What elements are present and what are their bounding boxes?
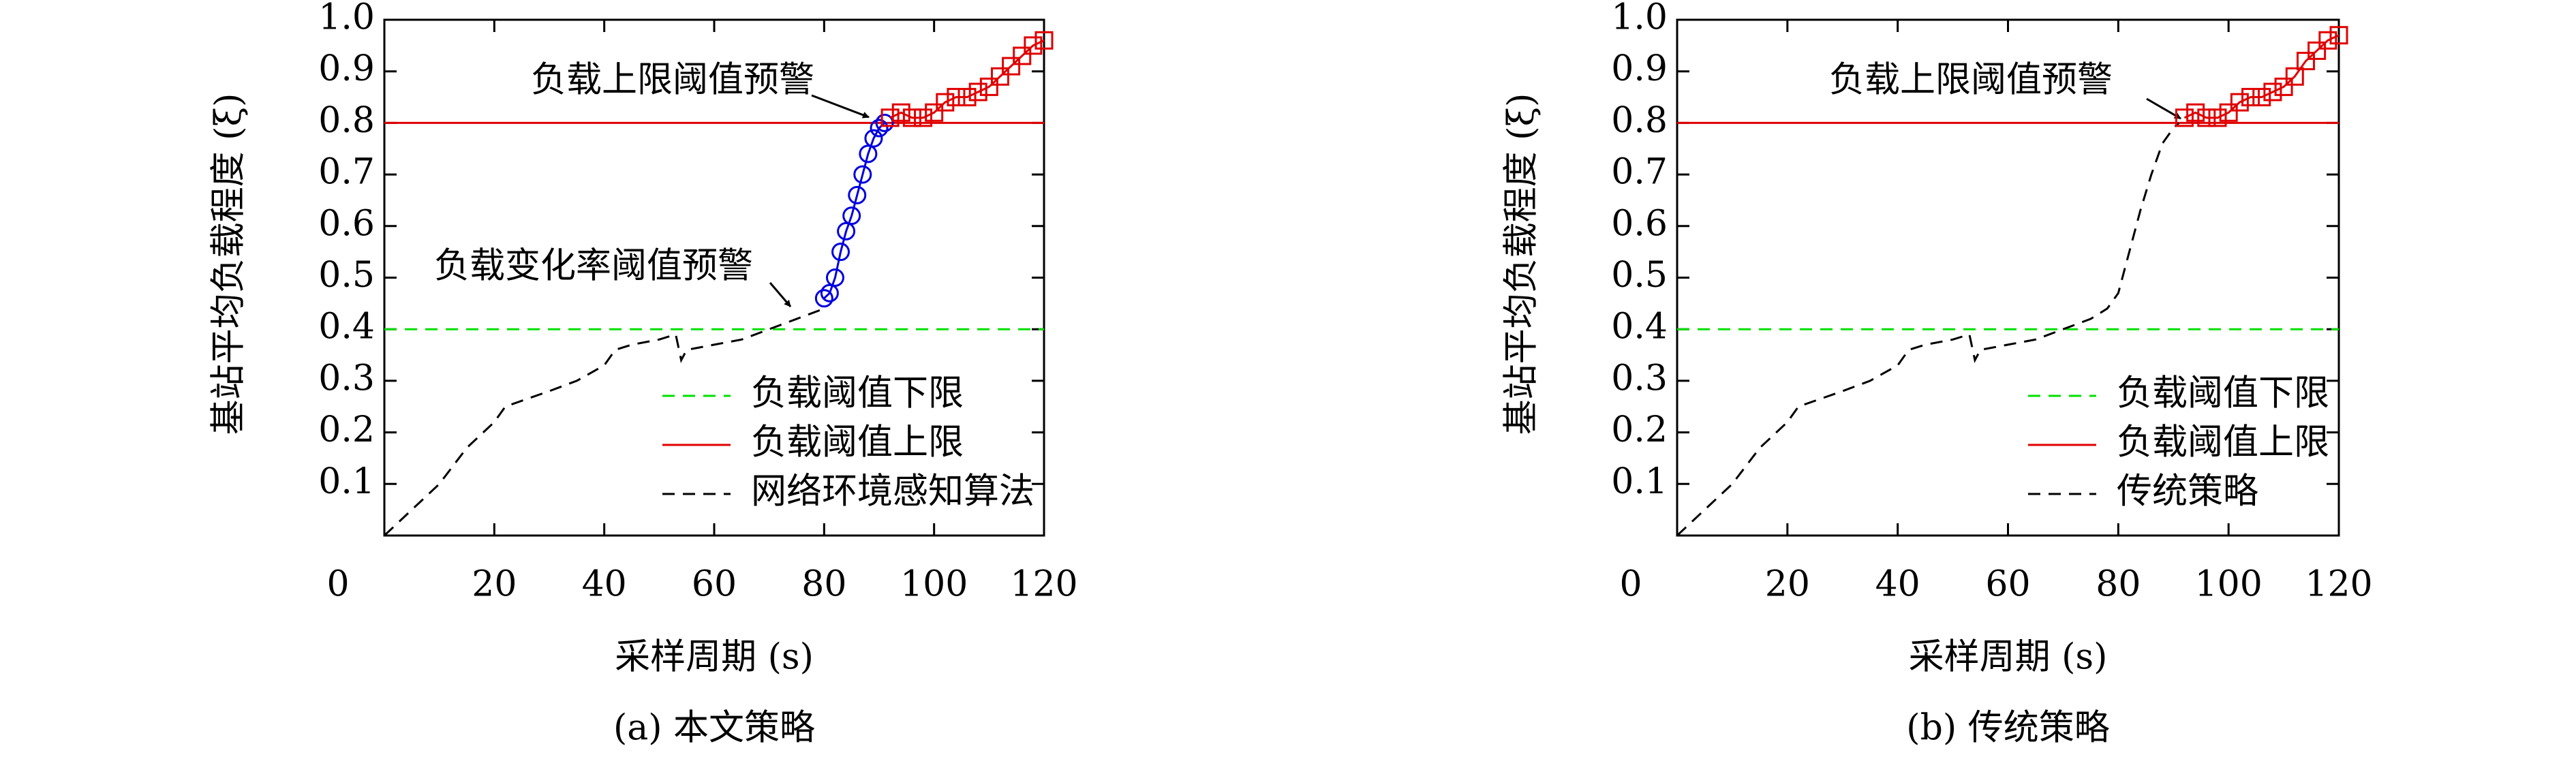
legend-label: 负载阈值上限 bbox=[2117, 422, 2329, 463]
data-point bbox=[2219, 103, 2238, 122]
data-point bbox=[2230, 93, 2249, 112]
data-point bbox=[870, 119, 889, 138]
data-point bbox=[2296, 52, 2315, 71]
annotation: 负载上限阈值预警 bbox=[1829, 60, 2113, 101]
data-point bbox=[825, 268, 844, 287]
data-point bbox=[979, 77, 998, 96]
y-tick-label: 1.0 bbox=[318, 0, 375, 38]
y-tick-label: 0.4 bbox=[1611, 307, 1668, 347]
x-tick-label: 100 bbox=[2195, 564, 2263, 605]
legend-label: 网络环境感知算法 bbox=[751, 471, 1034, 512]
y-tick-label: 0.4 bbox=[318, 307, 375, 347]
data-point bbox=[853, 165, 872, 184]
data-point bbox=[864, 129, 883, 148]
data-point bbox=[947, 88, 966, 107]
y-tick-label: 0.3 bbox=[318, 358, 375, 399]
y-tick-label: 0.5 bbox=[1611, 255, 1668, 296]
data-point bbox=[968, 82, 987, 102]
data-point bbox=[814, 289, 833, 308]
data-point bbox=[1002, 57, 1021, 76]
data-point bbox=[2274, 77, 2293, 96]
y-axis-label: 基站平均负载程度 (ξ) bbox=[1501, 93, 1542, 435]
x-tick-label: 0 bbox=[1619, 564, 1642, 605]
y-tick-label: 0.7 bbox=[1611, 152, 1668, 193]
x-tick-label: 60 bbox=[1985, 564, 2030, 605]
y-axis-label: 基站平均负载程度 (ξ) bbox=[209, 93, 249, 435]
annotation: 负载上限阈值预警 bbox=[531, 60, 814, 101]
y-tick-label: 0.9 bbox=[318, 48, 375, 89]
data-point bbox=[914, 108, 933, 127]
x-tick-label: 40 bbox=[1875, 564, 1920, 605]
series-line bbox=[383, 307, 825, 537]
data-point bbox=[875, 113, 894, 132]
annotation-arrow bbox=[811, 94, 870, 119]
data-point bbox=[1024, 36, 1043, 55]
x-tick-label: 100 bbox=[900, 564, 968, 605]
y-tick-label: 0.1 bbox=[1611, 461, 1668, 502]
data-point bbox=[2307, 41, 2327, 60]
data-point bbox=[2208, 108, 2227, 127]
annotation-arrow bbox=[2146, 97, 2181, 120]
y-tick-label: 0.8 bbox=[1611, 100, 1668, 141]
y-tick-label: 0.1 bbox=[318, 461, 375, 502]
legend-label: 负载阈值上限 bbox=[751, 422, 964, 463]
y-tick-label: 0.9 bbox=[1611, 48, 1668, 89]
data-point bbox=[2285, 67, 2304, 86]
x-axis-label: 采样周期 (s) bbox=[1909, 637, 2108, 678]
caption: (a) 本文策略 bbox=[613, 708, 815, 749]
x-tick-label: 80 bbox=[2096, 564, 2141, 605]
legend-label: 负载阈值下限 bbox=[751, 373, 964, 414]
series-line bbox=[823, 122, 886, 299]
annotation-arrow bbox=[769, 282, 792, 307]
data-point bbox=[925, 103, 944, 122]
data-point bbox=[842, 206, 861, 226]
data-point bbox=[880, 108, 900, 127]
data-point bbox=[902, 108, 921, 127]
x-tick-label: 40 bbox=[582, 564, 627, 605]
y-tick-label: 0.6 bbox=[1611, 203, 1668, 244]
data-point bbox=[2241, 88, 2260, 107]
data-point bbox=[2329, 26, 2348, 45]
y-tick-label: 0.2 bbox=[318, 409, 375, 450]
data-point bbox=[936, 93, 955, 112]
x-tick-label: 20 bbox=[472, 564, 517, 605]
legend-label: 传统策略 bbox=[2117, 471, 2258, 512]
data-point bbox=[2263, 82, 2282, 102]
data-point bbox=[2252, 88, 2271, 107]
caption: (b) 传统策略 bbox=[1906, 708, 2109, 749]
x-tick-label: 120 bbox=[2305, 564, 2372, 605]
data-point bbox=[1013, 46, 1032, 65]
x-tick-label: 0 bbox=[326, 564, 349, 605]
data-point bbox=[891, 103, 910, 122]
data-point bbox=[2318, 31, 2337, 50]
annotation: 负载变化率阈值预警 bbox=[434, 246, 753, 287]
data-point bbox=[990, 67, 1009, 86]
data-point bbox=[1034, 31, 1054, 50]
data-point bbox=[848, 185, 867, 204]
y-tick-label: 0.8 bbox=[318, 100, 375, 141]
y-tick-label: 0.3 bbox=[1611, 358, 1668, 399]
data-point bbox=[2197, 108, 2216, 127]
series-line bbox=[1676, 122, 2180, 537]
data-point bbox=[957, 88, 977, 107]
y-tick-label: 0.6 bbox=[318, 203, 375, 244]
x-tick-label: 80 bbox=[801, 564, 846, 605]
x-axis-label: 采样周期 (s) bbox=[615, 637, 814, 678]
legend-label: 负载阈值下限 bbox=[2117, 373, 2329, 414]
x-tick-label: 20 bbox=[1765, 564, 1810, 605]
x-tick-label: 60 bbox=[692, 564, 737, 605]
y-tick-label: 0.2 bbox=[1611, 409, 1668, 450]
data-point bbox=[2175, 108, 2194, 127]
y-tick-label: 0.5 bbox=[318, 255, 375, 296]
y-tick-label: 1.0 bbox=[1611, 0, 1668, 38]
data-point bbox=[2186, 103, 2205, 122]
x-tick-label: 120 bbox=[1010, 564, 1077, 605]
data-point bbox=[831, 243, 850, 262]
y-tick-label: 0.7 bbox=[318, 152, 375, 193]
